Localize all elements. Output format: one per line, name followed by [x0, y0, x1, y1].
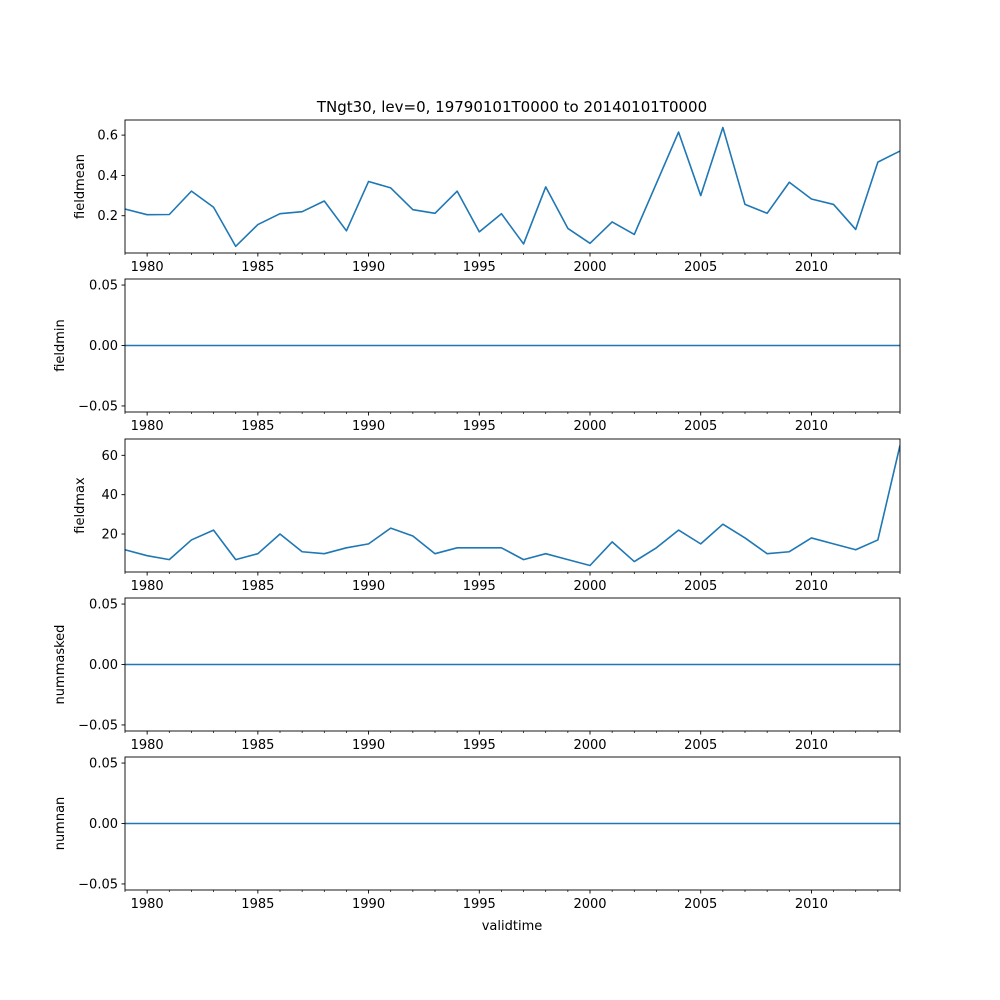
subplot-fieldmin: 1980 1985 1990 1995 2000 2005 2010 −0.05 0.00 0.0…: [53, 279, 901, 434]
fieldmean-y-tick-label: 0.6: [97, 129, 118, 144]
fieldmean-x-tick-label: 2010: [795, 260, 828, 275]
numnan-y-tick-label: −0.05: [78, 877, 118, 892]
fieldmean-y-tick-label: 0.4: [97, 169, 118, 184]
fieldmax-series-line: [125, 445, 900, 567]
numnan-y-tick-label: 0.00: [89, 817, 118, 832]
x-axis-label: validtime: [482, 919, 543, 934]
numnan-x-tick-label: 1985: [241, 897, 274, 912]
fieldmin-x-tick-label: 2000: [573, 419, 606, 434]
fieldmin-x-tick-label: 1980: [131, 419, 164, 434]
numnan-x-tick-label: 2000: [573, 897, 606, 912]
fieldmean-x-tick-label: 2005: [684, 260, 717, 275]
nummasked-x-tick-label: 2010: [795, 738, 828, 753]
fieldmax-y-tick-label: 20: [101, 528, 118, 543]
figure-title: TNgt30, lev=0, 19790101T0000 to 20140101…: [316, 98, 707, 116]
fieldmax-y-tick-label: 40: [101, 488, 118, 503]
fieldmax-x-tick-label: 1995: [463, 579, 496, 594]
fieldmean-x-tick-label: 1980: [131, 260, 164, 275]
nummasked-x-tick-label: 1995: [463, 738, 496, 753]
fieldmin-y-axis-label: fieldmin: [53, 319, 68, 372]
fieldmean-series-line: [125, 126, 900, 248]
fieldmin-x-tick-label: 1985: [241, 419, 274, 434]
fieldmax-x-tick-label: 2010: [795, 579, 828, 594]
fieldmax-y-tick-label: 60: [101, 449, 118, 464]
nummasked-x-tick-label: 1990: [352, 738, 385, 753]
fieldmin-x-tick-label: 1990: [352, 419, 385, 434]
fieldmean-x-tick-label: 1985: [241, 260, 274, 275]
fieldmin-y-tick-label: −0.05: [78, 399, 118, 414]
fieldmean-x-tick-label: 1990: [352, 260, 385, 275]
fieldmin-x-tick-label: 2005: [684, 419, 717, 434]
nummasked-x-tick-label: 2000: [573, 738, 606, 753]
numnan-x-tick-label: 1980: [131, 897, 164, 912]
numnan-x-tick-label: 2010: [795, 897, 828, 912]
fieldmin-y-tick-label: 0.00: [89, 339, 118, 354]
fieldmin-x-tick-label: 1995: [463, 419, 496, 434]
nummasked-y-axis-label: nummasked: [53, 625, 68, 705]
nummasked-y-tick-label: −0.05: [78, 718, 118, 733]
fieldmax-x-tick-label: 1980: [131, 579, 164, 594]
fieldmin-x-tick-label: 2010: [795, 419, 828, 434]
fieldmin-y-tick-label: 0.05: [89, 279, 118, 294]
numnan-x-tick-label: 2005: [684, 897, 717, 912]
subplots: 1980 1985 1990 1995 2000 2005 2010 0.2 0.4 0.6 fie…: [53, 119, 901, 912]
numnan-y-axis-label: numnan: [53, 797, 68, 851]
fieldmean-x-tick-label: 2000: [573, 260, 606, 275]
subplot-fieldmean: 1980 1985 1990 1995 2000 2005 2010 0.2 0.4 0.6 fie…: [73, 119, 901, 275]
fieldmean-y-tick-label: 0.2: [97, 209, 118, 224]
fieldmean-axes-frame: [124, 119, 901, 254]
fieldmax-x-tick-label: 1990: [352, 579, 385, 594]
subplot-numnan: 1980 1985 1990 1995 2000 2005 2010 −0.05 0.00 0.0…: [53, 757, 901, 912]
numnan-x-tick-label: 1990: [352, 897, 385, 912]
numnan-y-tick-label: 0.05: [89, 757, 118, 772]
fieldmax-x-tick-label: 2000: [573, 579, 606, 594]
fieldmean-x-tick-label: 1995: [463, 260, 496, 275]
fieldmax-axes-frame: [124, 438, 901, 573]
fieldmax-y-axis-label: fieldmax: [73, 477, 88, 534]
fieldmax-x-tick-label: 1985: [241, 579, 274, 594]
nummasked-x-tick-label: 1985: [241, 738, 274, 753]
fieldmax-x-tick-label: 2005: [684, 579, 717, 594]
nummasked-x-tick-label: 2005: [684, 738, 717, 753]
nummasked-x-tick-label: 1980: [131, 738, 164, 753]
nummasked-y-tick-label: 0.00: [89, 658, 118, 673]
subplot-fieldmax: 1980 1985 1990 1995 2000 2005 2010 20 40 60 fieldm…: [73, 438, 901, 594]
numnan-x-tick-label: 1995: [463, 897, 496, 912]
subplot-nummasked: 1980 1985 1990 1995 2000 2005 2010 −0.05 0.00 0.0…: [53, 598, 901, 753]
fieldmean-y-axis-label: fieldmean: [73, 154, 88, 219]
nummasked-y-tick-label: 0.05: [89, 598, 118, 613]
